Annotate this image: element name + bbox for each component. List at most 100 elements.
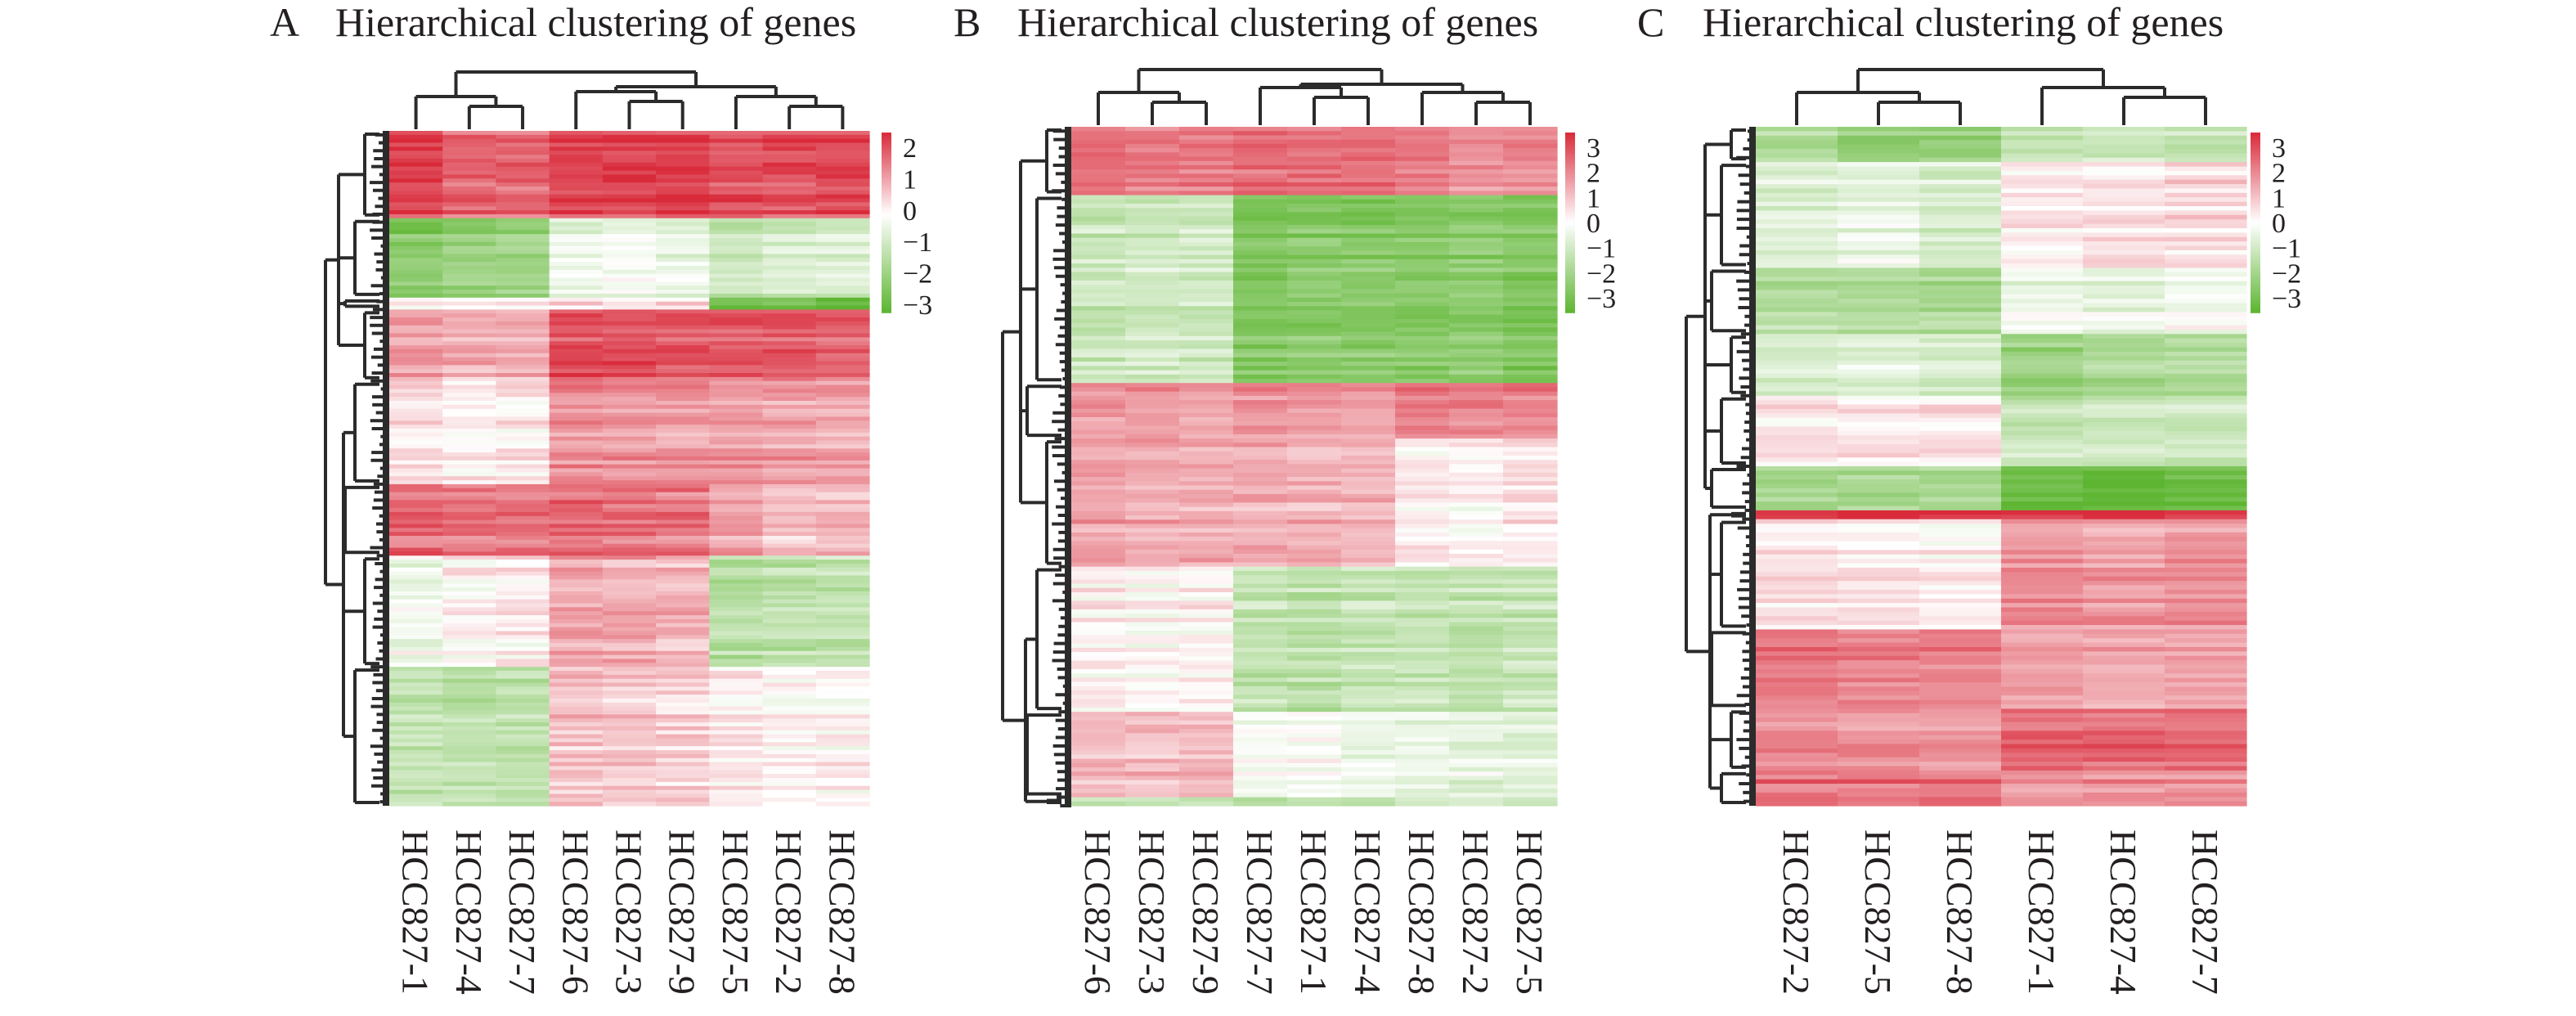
heatmap-cell (1449, 789, 1504, 793)
heatmap-cell (762, 519, 817, 525)
heatmap-cell (656, 404, 710, 410)
heatmap-cell (496, 218, 550, 223)
heatmap-cell (1838, 245, 1920, 251)
heatmap-cell (496, 416, 550, 421)
heatmap-cell (602, 492, 657, 497)
heatmap-cell (709, 440, 764, 445)
heatmap-cell (1125, 195, 1180, 200)
heatmap-cell (1287, 220, 1342, 226)
heatmap-cell (656, 539, 710, 545)
heatmap-cell (1919, 515, 2002, 520)
heatmap-cell (602, 650, 657, 656)
heatmap-cell (762, 595, 817, 600)
heatmap-cell (656, 353, 710, 358)
heatmap-cell (762, 444, 817, 449)
heatmap-cell (1287, 793, 1342, 798)
heatmap-cell (442, 384, 497, 390)
heatmap-cell (389, 155, 443, 160)
heatmap-cell (1179, 591, 1234, 597)
heatmap-cell (2165, 303, 2247, 308)
heatmap-cell (1179, 160, 1234, 166)
heatmap-cell (549, 678, 604, 684)
heatmap-cell (1341, 429, 1396, 435)
heatmap-cell (1449, 178, 1504, 183)
heatmap-cell (1287, 443, 1342, 448)
heatmap-cell (2165, 210, 2247, 216)
heatmap-cell (1179, 643, 1234, 649)
heatmap-cell (1179, 485, 1234, 491)
heatmap-cell (1125, 160, 1180, 166)
colorbar-segment (882, 241, 891, 245)
heatmap-cell (1125, 241, 1180, 247)
heatmap-cell (1395, 489, 1450, 495)
heatmap-cell (2165, 744, 2247, 749)
heatmap-cell (1341, 489, 1396, 495)
heatmap-cell (1838, 422, 1920, 428)
heatmap-cell (2001, 607, 2084, 613)
heatmap-cell (1071, 515, 1126, 520)
heatmap-cell (2083, 713, 2165, 718)
heatmap-cell (762, 468, 817, 473)
colorbar-segment (882, 303, 891, 308)
heatmap-cell (2165, 797, 2247, 802)
heatmap-cell (709, 397, 764, 402)
heatmap-cell (1233, 421, 1288, 427)
colorbar-segment (1565, 273, 1575, 277)
heatmap-cell (1503, 451, 1558, 456)
heatmap-cell (389, 373, 443, 378)
heatmap-cell (1503, 464, 1558, 470)
heatmap-cell (1179, 468, 1234, 474)
heatmap-cell (709, 425, 764, 429)
heatmap-cell (602, 738, 657, 743)
heatmap-cell (1838, 457, 1920, 463)
heatmap-cell (1449, 263, 1504, 268)
heatmap-cell (2001, 267, 2084, 273)
heatmap-cell (2165, 127, 2247, 132)
heatmap-cell (1919, 166, 2002, 172)
heatmap-cell (389, 758, 443, 763)
heatmap-cell (762, 408, 817, 414)
heatmap-cell (1756, 254, 1838, 260)
heatmap-cell (602, 714, 657, 719)
heatmap-cell (1341, 566, 1396, 572)
heatmap-cell (1341, 541, 1396, 546)
heatmap-cell (1503, 750, 1558, 755)
heatmap-cell (1919, 347, 2002, 353)
heatmap-cell (2083, 391, 2165, 397)
heatmap-cell (1756, 127, 1838, 132)
colorbar-segment (882, 165, 891, 169)
heatmap-cell (549, 254, 604, 258)
heatmap-cell (1395, 472, 1450, 478)
heatmap-cell (442, 543, 497, 549)
heatmap-cell (496, 480, 550, 485)
heatmap-cell (656, 142, 710, 148)
colorbar-segment (2251, 237, 2260, 241)
heatmap-cell (1341, 241, 1396, 247)
heatmap-cell (1395, 139, 1450, 145)
heatmap-cell (1179, 434, 1234, 439)
heatmap-cell (602, 667, 657, 672)
heatmap-cell (1919, 170, 2002, 176)
heatmap-cell (1287, 737, 1342, 743)
heatmap-cell (442, 380, 497, 386)
heatmap-cell (762, 730, 817, 735)
heatmap-cell (1395, 447, 1450, 452)
heatmap-cell (2083, 457, 2165, 463)
heatmap-cell (815, 341, 870, 346)
heatmap-cell (1503, 212, 1558, 218)
heatmap-cell (1125, 754, 1180, 760)
heatmap-cell (1395, 609, 1450, 614)
heatmap-cell (1503, 302, 1558, 307)
heatmap-cell (2001, 316, 2084, 321)
heatmap-cell (656, 254, 710, 258)
heatmap-cell (656, 464, 710, 470)
heatmap-cell (2001, 276, 2084, 282)
heatmap-cell (2165, 655, 2247, 661)
heatmap-cell (549, 774, 604, 779)
heatmap-cell (1341, 605, 1396, 610)
heatmap-cell (496, 519, 550, 525)
heatmap-cell (1395, 425, 1450, 431)
heatmap-cell (1919, 695, 2002, 701)
heatmap-cell (2083, 312, 2165, 317)
heatmap-cell (442, 230, 497, 235)
